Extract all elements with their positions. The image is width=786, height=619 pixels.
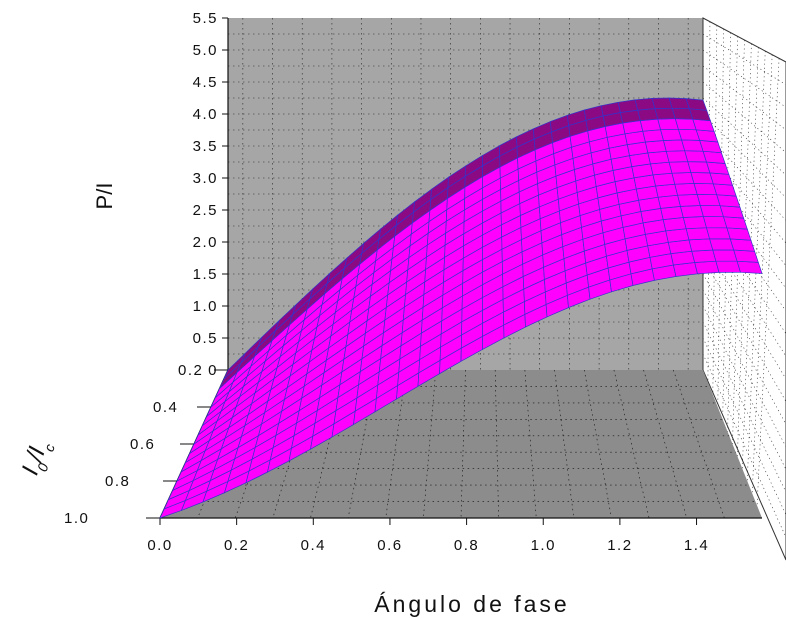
z-tick-label: 5.0: [193, 42, 218, 59]
x-tick-label: 0.4: [301, 537, 326, 554]
surface-cell: [634, 98, 656, 111]
surface-cell: [657, 118, 679, 131]
surface-cell: [644, 140, 667, 154]
surface-cell: [671, 172, 695, 185]
z-tick-label: 3.5: [193, 138, 218, 155]
surface-cell: [719, 205, 745, 219]
z-tick-label: 0: [208, 362, 218, 379]
x-tick-label: 0.8: [454, 537, 479, 554]
surface-cell: [685, 227, 711, 241]
z-tick-label: 4.0: [193, 106, 218, 123]
grid-line: [702, 241, 786, 380]
x-tick-label: 1.4: [684, 537, 709, 554]
surface-cell: [660, 128, 683, 141]
surface-cell: [677, 194, 701, 207]
grid-line: [702, 289, 786, 447]
z-tick-label: 2.5: [193, 202, 218, 219]
surface-cell: [726, 227, 752, 241]
grid-line: [702, 337, 786, 515]
z-tick-label: 4.5: [193, 74, 218, 91]
y-tick-label: 1.0: [64, 510, 89, 527]
surface-cell: [652, 172, 676, 187]
grid-line: [702, 305, 786, 470]
surface-cell: [651, 97, 673, 109]
surface-cell: [723, 216, 748, 230]
surface-cell: [650, 161, 673, 176]
grid-line: [751, 54, 773, 494]
grid-line: [673, 369, 725, 519]
surface-cell: [617, 99, 639, 113]
y-tick-label: 0.8: [105, 473, 130, 490]
surface-cell: [647, 150, 670, 165]
grid-line: [702, 49, 786, 108]
y-tick-label: 0.2: [178, 362, 203, 379]
surface-cell: [654, 107, 676, 120]
surface-cell: [709, 238, 735, 251]
grid-line: [613, 369, 650, 519]
y-axis-ticks: 0.2 0.4 0.6 0.8 1.0: [64, 362, 228, 527]
y-axis-title: I0/Ic: [17, 437, 58, 480]
surface-cell: [663, 139, 686, 152]
z-axis-title: P/I: [92, 183, 117, 210]
surface-cell: [709, 172, 734, 186]
grid-line: [643, 369, 688, 519]
surface-cell: [699, 205, 724, 218]
z-tick-label: 2.0: [193, 234, 218, 251]
y-axis-title-subc: c: [40, 442, 57, 454]
surface-plot: [159, 97, 763, 519]
surface-cell: [696, 194, 721, 207]
surface-cell: [712, 183, 737, 197]
surface-cell: [668, 161, 692, 174]
z-tick-label: 5.5: [193, 10, 218, 27]
grid-line: [702, 65, 786, 131]
surface-cell: [680, 205, 704, 218]
surface-cell: [688, 238, 714, 252]
x-tick-label: 0.6: [377, 537, 402, 554]
surface-cell: [685, 98, 708, 111]
z-tick-label: 0.5: [193, 330, 218, 347]
y-tick-label: 0.4: [153, 399, 178, 416]
grid-line: [702, 273, 786, 425]
surface-cell: [693, 183, 718, 196]
surface-cell: [665, 150, 689, 163]
grid-line: [583, 369, 612, 519]
z-tick-label: 1.5: [193, 266, 218, 283]
surface-cell: [702, 216, 728, 229]
x-tick-label: 0.0: [147, 537, 172, 554]
x-axis-title: Ángulo de fase: [374, 591, 569, 617]
surface-cell: [736, 260, 763, 274]
surface-cell: [706, 227, 731, 240]
surface-cell: [642, 129, 664, 143]
x-tick-label: 0.2: [224, 537, 249, 554]
surface-cell: [655, 183, 679, 198]
y-tick-label: 0.6: [130, 436, 155, 453]
grid-line: [702, 113, 786, 199]
z-axis-ticks: 0 0.5 1.0 1.5 2.0 2.5 3.0 3.5 4.0 4.5 5.0 5.5: [193, 10, 228, 379]
x-tick-label: 1.0: [531, 537, 556, 554]
z-tick-label: 3.0: [193, 170, 218, 187]
x-axis-ticks: 0.0 0.2 0.4 0.6 0.8 1.0 1.2 1.4: [147, 518, 709, 554]
surface-cell: [716, 194, 741, 208]
surface-cell: [639, 118, 662, 132]
surface-cell: [637, 108, 659, 121]
surface-cell: [715, 260, 741, 273]
surface-cell: [694, 260, 720, 275]
surface-cell: [733, 249, 759, 263]
surface-cell: [691, 249, 717, 263]
grid-line: [712, 25, 718, 395]
surface-cell: [674, 183, 698, 196]
surface-cell: [682, 216, 707, 230]
z-tick-label: 1.0: [193, 298, 218, 315]
surface-cell: [729, 238, 756, 252]
x-tick-label: 1.2: [607, 537, 632, 554]
surface-cell: [712, 249, 738, 262]
